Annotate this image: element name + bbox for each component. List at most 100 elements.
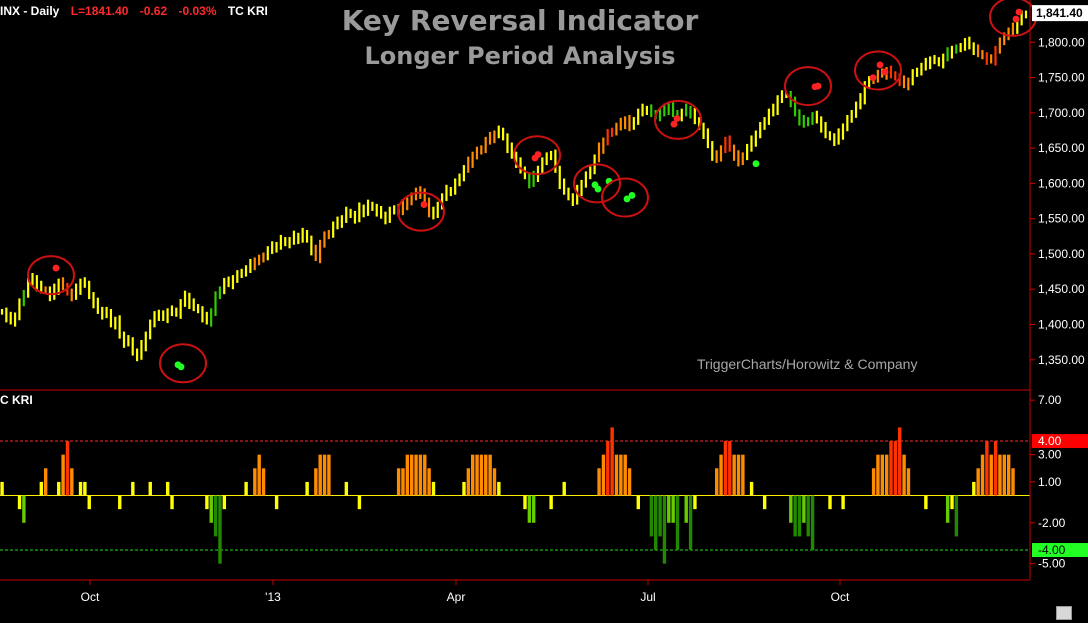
kri-bar [797, 495, 802, 537]
price-tick-label: 1,350.00 [1038, 353, 1085, 367]
kri-bar [715, 468, 719, 496]
lower-threshold-badge [1032, 543, 1088, 558]
kri-bar [532, 495, 536, 523]
kri-bar [165, 481, 170, 496]
kri-bar [1011, 468, 1015, 496]
kri-bar [884, 454, 889, 496]
kri-bar [688, 495, 693, 551]
kri-bar [841, 495, 845, 510]
kri-tick-label: -2.00 [1038, 516, 1066, 530]
kri-bar [880, 454, 885, 496]
kri-bar [810, 495, 815, 551]
kri-bar [606, 441, 610, 496]
price-tick-label: 1,500.00 [1038, 247, 1085, 261]
kri-bar [261, 468, 266, 496]
chart-title: Key Reversal Indicator [341, 4, 699, 37]
kri-bar [723, 441, 728, 496]
x-tick-label: '13 [265, 590, 281, 604]
kri-bar [728, 441, 732, 496]
kri-bar [427, 468, 431, 496]
kri-bar [619, 454, 623, 496]
kri-bar [492, 468, 497, 496]
kri-bar [527, 495, 532, 523]
kri-bar [327, 454, 331, 496]
sell-signal-dot [52, 264, 60, 272]
kri-bar [61, 454, 65, 496]
kri-panel [0, 427, 1030, 564]
sell-signal-dot [1015, 8, 1023, 16]
kri-bar [924, 495, 928, 510]
kri-bar [945, 495, 950, 523]
kri-bar [675, 495, 680, 551]
kri-bar [736, 454, 741, 496]
kri-bar [954, 495, 959, 537]
kri-bar [1002, 454, 1007, 496]
kri-bar [222, 495, 227, 510]
kri-tick-label: 1.00 [1038, 475, 1062, 489]
watermark: TriggerCharts/Horowitz & Company [697, 356, 918, 372]
kri-bar [344, 481, 349, 496]
reversal-circle [654, 99, 702, 140]
sell-signal-dot [881, 68, 889, 76]
kri-bar [876, 454, 880, 496]
kri-bar [253, 468, 257, 496]
indicator-label: TC KRI [227, 4, 268, 18]
kri-bar [83, 481, 87, 496]
reversal-circle [159, 343, 207, 384]
kri-bar [244, 481, 248, 496]
kri-bar [131, 481, 135, 496]
kri-bar [998, 454, 1002, 496]
last-price-badge-label: 1,841.40 [1036, 6, 1083, 20]
change-value: -0.62 [139, 4, 168, 18]
kri-tick-label: 7.00 [1038, 393, 1062, 407]
sell-signal-dot [534, 151, 542, 158]
kri-bar [466, 468, 471, 496]
kri-bar [654, 495, 658, 551]
kri-bar [78, 481, 83, 496]
kri-bar [627, 468, 632, 496]
kri-bar [423, 454, 427, 496]
kri-bar [889, 441, 893, 496]
sell-signal-dot [670, 120, 678, 128]
x-tick-label: Oct [81, 590, 100, 604]
sell-signal-dot [814, 82, 822, 90]
reversal-circle [513, 135, 561, 176]
kri-bar [401, 468, 405, 496]
kri-bar [274, 495, 279, 510]
kri-bar [671, 495, 675, 523]
kri-bar [762, 495, 767, 510]
kri-bar [684, 495, 688, 523]
kri-bar [828, 495, 832, 510]
kri-bar [610, 427, 614, 496]
price-tick-label: 1,650.00 [1038, 141, 1085, 155]
x-tick-label: Oct [831, 590, 850, 604]
kri-bar [523, 495, 527, 510]
buy-signal-dot [594, 185, 602, 193]
kri-bar [893, 441, 898, 496]
scroll-handle[interactable] [1056, 606, 1072, 620]
kri-bar [488, 454, 492, 496]
price-tick-label: 1,550.00 [1038, 212, 1085, 226]
buy-signal-dot [177, 363, 185, 371]
price-tick-label: 1,600.00 [1038, 176, 1085, 190]
kri-bar [732, 454, 736, 496]
sell-signal-dot [1012, 15, 1020, 23]
kri-bar [623, 454, 627, 496]
kri-bar [906, 468, 911, 496]
kri-bar [649, 495, 654, 537]
kri-bar [65, 441, 70, 496]
kri-bar [806, 495, 810, 537]
sell-signal-dot [876, 61, 884, 69]
kri-bar [993, 441, 998, 496]
kri-bar [471, 454, 475, 496]
kri-bar [693, 495, 697, 510]
kri-bar [497, 481, 501, 496]
kri-bar [667, 495, 671, 523]
symbol-label: INX - Daily [0, 4, 60, 18]
kri-bar [57, 481, 61, 496]
kri-bar [902, 454, 906, 496]
kri-bar [479, 454, 484, 496]
kri-bar [475, 454, 479, 496]
price-tick-label: 1,700.00 [1038, 106, 1085, 120]
